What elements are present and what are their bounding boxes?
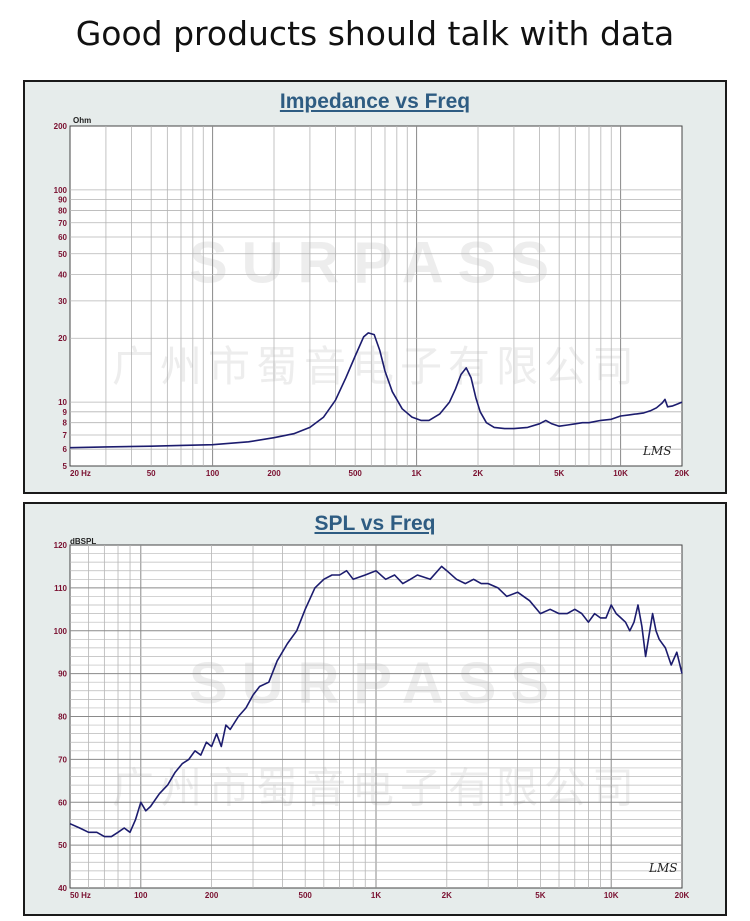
spl-x-tick-label: 200: [205, 891, 219, 900]
spl-y-tick-label: 60: [58, 798, 67, 807]
impedance-lms-mark: LMS: [643, 444, 672, 458]
spl-watermark-brand: SURPASS: [189, 651, 563, 716]
impedance-y-tick-label: 70: [58, 219, 67, 228]
spl-y-tick-label: 40: [58, 884, 67, 893]
impedance-y-tick-label: 50: [58, 250, 67, 259]
impedance-x-tick-label: 20K: [675, 469, 690, 478]
spl-watermark-company: 广州市蜀音电子有限公司: [112, 764, 640, 811]
spl-y-tick-label: 110: [54, 584, 67, 593]
impedance-y-tick-label: 90: [58, 196, 67, 205]
impedance-watermark-brand: SURPASS: [189, 230, 563, 295]
impedance-chart-title: Impedance vs Freq: [279, 90, 471, 113]
spl-x-tick-label: 10K: [604, 891, 619, 900]
impedance-y-tick-label: 100: [54, 186, 68, 195]
spl-chart-panel: SPL vs Freq SURPASS 广州市蜀音电子有限公司 50 Hz 100 20…: [23, 502, 727, 916]
impedance-y-tick-label: 60: [58, 233, 67, 242]
spl-y-tick-label: 120: [54, 541, 68, 550]
spl-y-unit: dBSPL: [70, 537, 97, 546]
impedance-plot-area: [69, 125, 683, 467]
impedance-x-tick-label: 1K: [411, 469, 421, 478]
impedance-x-tick-label: 5K: [554, 469, 564, 478]
spl-chart-title: SPL vs Freq: [314, 512, 436, 535]
impedance-x-tick-label: 100: [206, 469, 220, 478]
impedance-x-tick-label: 2K: [473, 469, 483, 478]
impedance-watermark-company: 广州市蜀音电子有限公司: [112, 343, 640, 390]
impedance-series-line-0: [69, 332, 683, 449]
spl-x-tick-label: 2K: [442, 891, 452, 900]
impedance-y-tick-label: 6: [63, 445, 68, 454]
spl-watermark: SURPASS 广州市蜀音电子有限公司: [112, 651, 640, 811]
impedance-y-tick-label: 5: [63, 462, 68, 471]
impedance-y-tick-label: 8: [63, 419, 68, 428]
impedance-y-tick-label: 10: [58, 398, 67, 407]
impedance-chart-panel: Impedance vs Freq SURPASS 广州市蜀音电子有限公司 20 H…: [23, 80, 727, 494]
impedance-watermark: SURPASS 广州市蜀音电子有限公司: [112, 230, 640, 390]
spl-y-tick-label: 100: [54, 627, 68, 636]
impedance-x-tick-label: 500: [349, 469, 363, 478]
spl-x-tick-label: 5K: [535, 891, 545, 900]
impedance-x-tick-label: 20 Hz: [70, 469, 91, 478]
impedance-x-tick-label: 50: [147, 469, 156, 478]
spl-x-tick-label: 50 Hz: [70, 891, 91, 900]
impedance-y-tick-label: 40: [58, 270, 67, 279]
page-headline: Good products should talk with data: [75, 14, 675, 53]
spl-chart: SURPASS 广州市蜀音电子有限公司 50 Hz 100 200 500 1K 2K 5K 10…: [54, 541, 690, 900]
impedance-y-unit: Ohm: [73, 116, 92, 125]
spl-lms-mark: LMS: [649, 861, 678, 875]
impedance-x-tick-label: 10K: [613, 469, 628, 478]
spl-y-tick-label: 50: [58, 841, 67, 850]
spl-y-tick-label: 70: [58, 755, 67, 764]
impedance-y-tick-label: 30: [58, 297, 67, 306]
spl-y-tick-label: 80: [58, 713, 67, 722]
impedance-y-tick-label: 9: [63, 408, 68, 417]
impedance-x-tick-label: 200: [267, 469, 281, 478]
impedance-y-tick-label: 20: [58, 334, 67, 343]
impedance-chart: SURPASS 广州市蜀音电子有限公司 20 Hz 50 100 200 500 1K 2K 5K…: [54, 122, 690, 478]
spl-series-line-0: [69, 565, 683, 838]
impedance-y-tick-label: 80: [58, 206, 67, 215]
spl-x-tick-label: 100: [134, 891, 148, 900]
impedance-y-tick-label: 7: [63, 431, 68, 440]
spl-x-tick-label: 20K: [675, 891, 690, 900]
spl-y-tick-label: 90: [58, 670, 67, 679]
impedance-y-tick-label: 200: [54, 122, 68, 131]
spl-x-tick-label: 1K: [371, 891, 381, 900]
spl-x-tick-label: 500: [299, 891, 313, 900]
